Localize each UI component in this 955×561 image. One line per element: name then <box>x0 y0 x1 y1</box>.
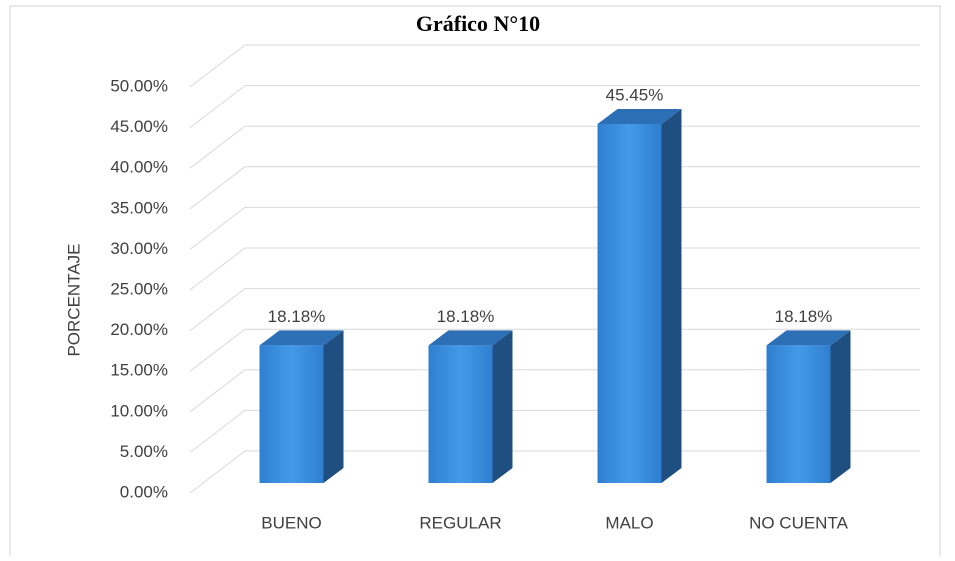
grid-line <box>189 125 920 169</box>
bar-top <box>597 108 682 124</box>
y-tick-label: 25.00% <box>110 279 168 298</box>
grid-line <box>189 409 920 453</box>
grid-line <box>189 328 920 372</box>
chart-title: Gráfico N°10 <box>416 11 540 36</box>
y-tick-label: 0.00% <box>120 482 168 501</box>
y-tick-label: 50.00% <box>110 76 168 95</box>
y-axis-label: PORCENTAJE <box>64 243 83 356</box>
chart-border <box>9 5 941 561</box>
bar-top <box>766 330 851 346</box>
y-tick-label: 10.00% <box>110 401 168 420</box>
y-tick-label: 40.00% <box>110 158 168 177</box>
x-tick-label: BUENO <box>261 513 321 532</box>
bar-front <box>597 123 662 484</box>
y-tick-label: 20.00% <box>110 320 168 339</box>
bar <box>766 330 851 483</box>
x-tick-label: MALO <box>605 513 653 532</box>
data-label: 45.45% <box>606 85 664 104</box>
data-label: 18.18% <box>775 307 833 326</box>
data-label: 18.18% <box>437 307 495 326</box>
bar-side <box>323 330 344 483</box>
bar-top <box>428 330 513 346</box>
x-tick-label: NO CUENTA <box>749 513 849 532</box>
bar-side <box>661 108 682 484</box>
grid-line <box>189 166 920 210</box>
y-tick-label: 35.00% <box>110 198 168 217</box>
grid-line <box>189 247 920 291</box>
bar-front <box>259 345 324 483</box>
grid-line <box>189 288 920 331</box>
y-tick-label: 15.00% <box>110 361 168 380</box>
bar-side <box>492 330 513 483</box>
grid-line <box>189 450 920 494</box>
bar-top <box>259 330 344 346</box>
grid-line <box>189 44 920 88</box>
bar <box>597 108 682 484</box>
bar <box>259 330 344 483</box>
bar-side <box>830 330 851 483</box>
data-label: 18.18% <box>268 307 326 326</box>
bar-front <box>766 345 831 483</box>
bar <box>428 330 513 483</box>
x-tick-label: REGULAR <box>419 513 501 532</box>
grid-line <box>189 369 920 413</box>
y-tick-label: 30.00% <box>110 239 168 258</box>
grid-line <box>189 85 920 128</box>
grid-line <box>189 206 920 250</box>
y-tick-label: 5.00% <box>120 442 168 461</box>
y-tick-label: 45.00% <box>110 117 168 136</box>
bar-front <box>428 345 493 483</box>
